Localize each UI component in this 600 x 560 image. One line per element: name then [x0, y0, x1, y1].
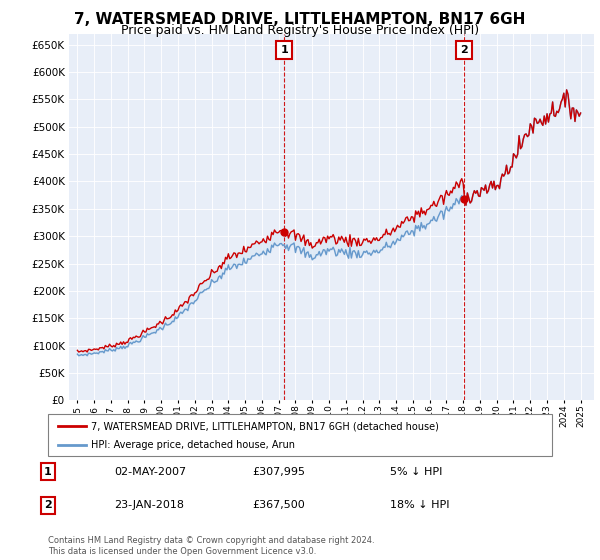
Text: 1: 1: [280, 45, 288, 55]
Text: 7, WATERSMEAD DRIVE, LITTLEHAMPTON, BN17 6GH (detached house): 7, WATERSMEAD DRIVE, LITTLEHAMPTON, BN17…: [91, 421, 439, 431]
Text: 7, WATERSMEAD DRIVE, LITTLEHAMPTON, BN17 6GH: 7, WATERSMEAD DRIVE, LITTLEHAMPTON, BN17…: [74, 12, 526, 27]
Text: 2: 2: [44, 501, 52, 510]
Text: Price paid vs. HM Land Registry's House Price Index (HPI): Price paid vs. HM Land Registry's House …: [121, 24, 479, 36]
FancyBboxPatch shape: [48, 414, 552, 456]
Text: Contains HM Land Registry data © Crown copyright and database right 2024.
This d: Contains HM Land Registry data © Crown c…: [48, 536, 374, 556]
Text: 02-MAY-2007: 02-MAY-2007: [114, 467, 186, 477]
Text: 2: 2: [460, 45, 468, 55]
Text: 5% ↓ HPI: 5% ↓ HPI: [390, 467, 442, 477]
Text: 18% ↓ HPI: 18% ↓ HPI: [390, 501, 449, 510]
Text: 23-JAN-2018: 23-JAN-2018: [114, 501, 184, 510]
Text: £367,500: £367,500: [252, 501, 305, 510]
Text: 1: 1: [44, 467, 52, 477]
Text: £307,995: £307,995: [252, 467, 305, 477]
Text: HPI: Average price, detached house, Arun: HPI: Average price, detached house, Arun: [91, 440, 295, 450]
